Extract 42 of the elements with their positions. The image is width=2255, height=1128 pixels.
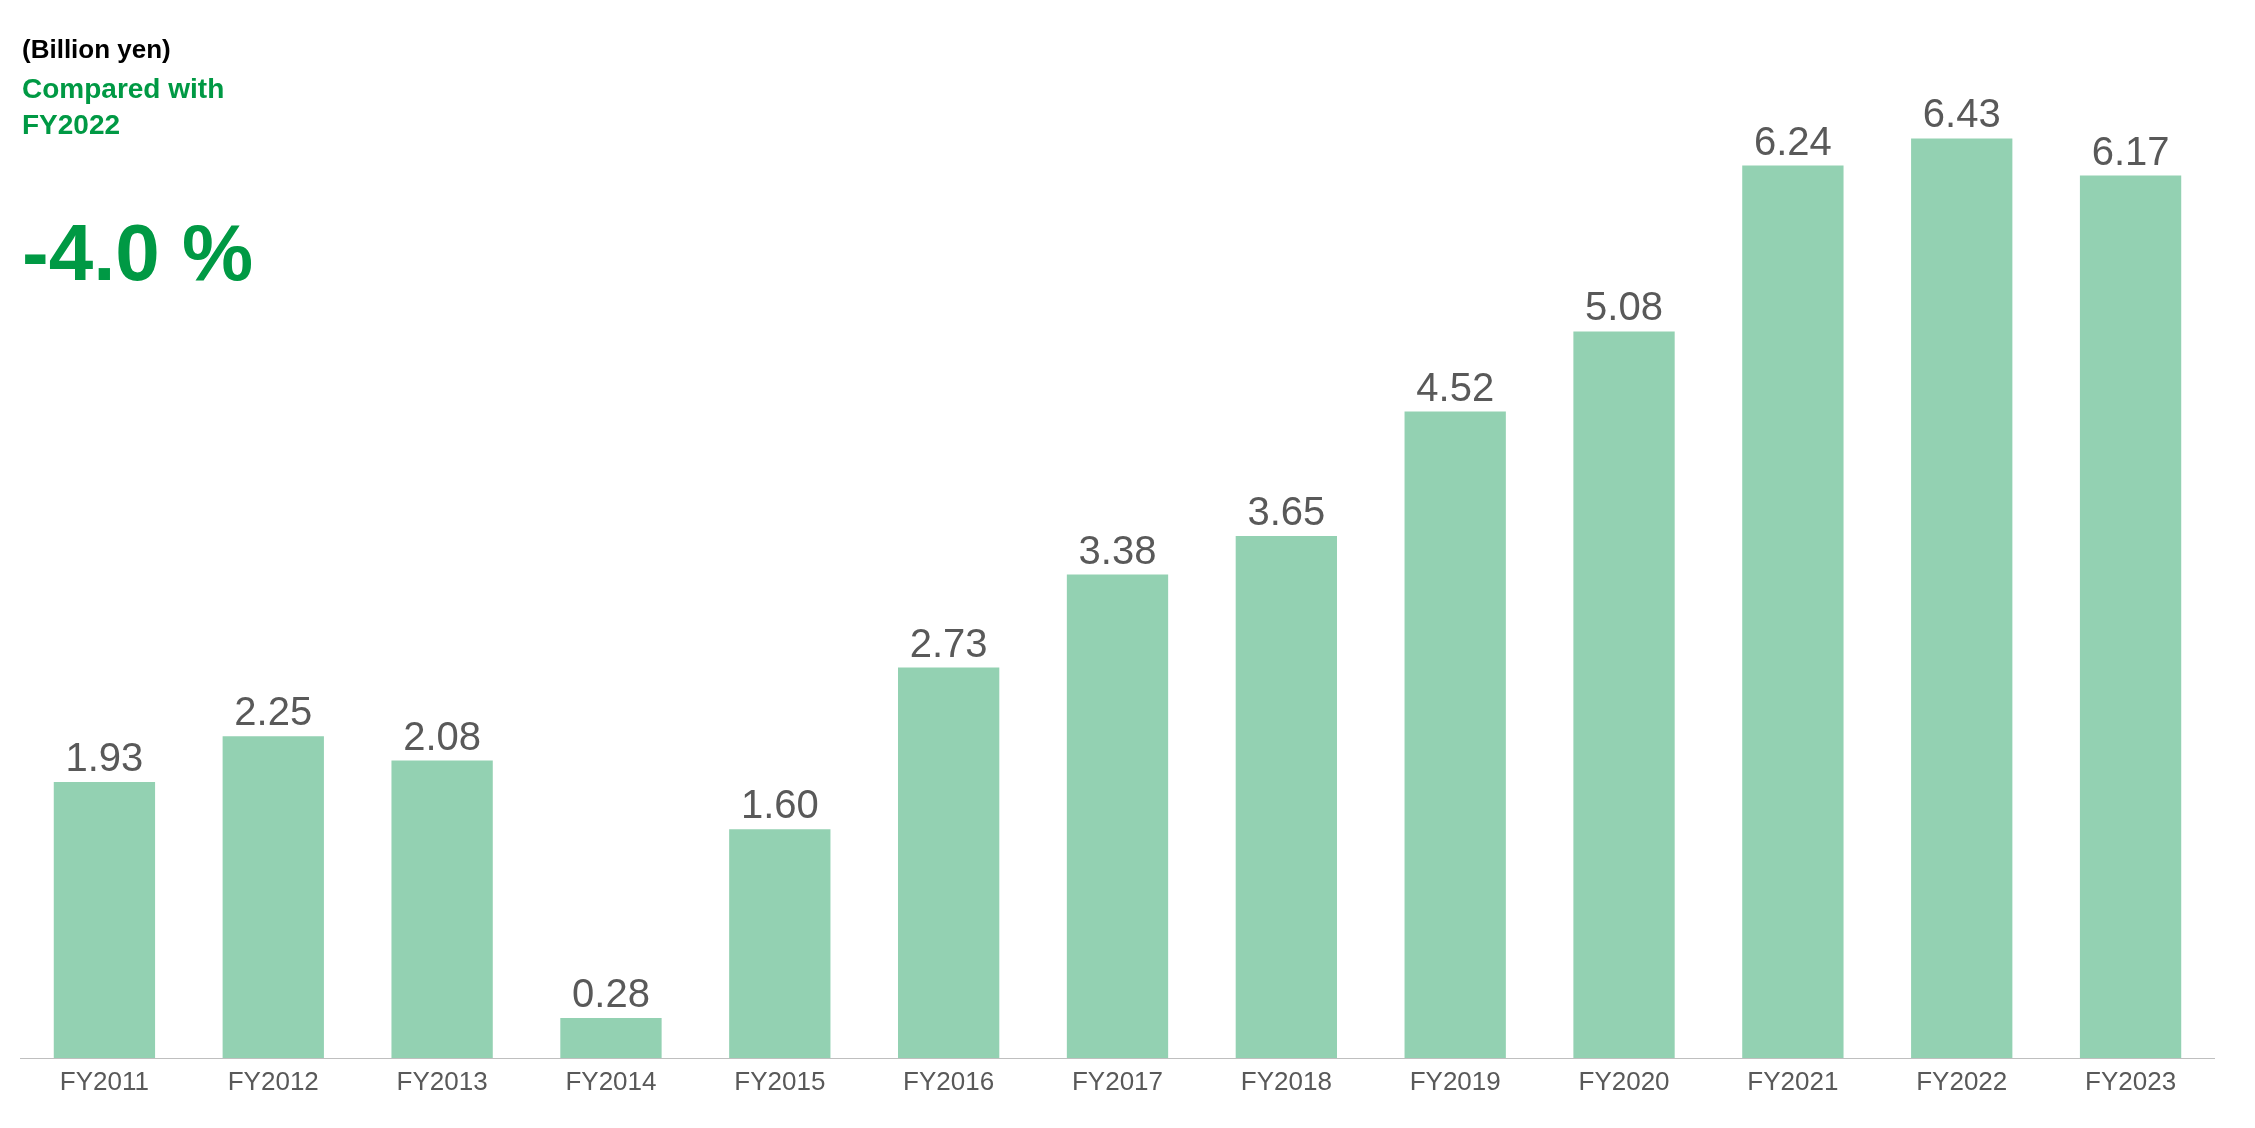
x-tick-label: FY2012 (227, 1066, 319, 1097)
y-axis-title: (Billion yen) (22, 34, 171, 64)
x-tick-label: FY2019 (1409, 1066, 1501, 1097)
bar (391, 760, 493, 1058)
x-tick-label: FY2017 (1071, 1066, 1164, 1097)
data-label: 6.17 (2091, 128, 2170, 173)
annotation: -4.0 % (22, 208, 254, 297)
data-label: 2.25 (234, 689, 313, 734)
bar (729, 829, 831, 1058)
x-tick-label: FY2023 (2085, 1066, 2177, 1097)
data-label: 1.60 (740, 782, 819, 827)
x-tick-label: FY2020 (1578, 1066, 1670, 1097)
bar (1742, 165, 1844, 1058)
data-label: 3.65 (1247, 488, 1326, 533)
x-tick-label: FY2014 (565, 1066, 657, 1097)
data-label: 2.08 (403, 713, 482, 758)
bar (898, 667, 1000, 1058)
x-tick-label: FY2022 (1916, 1066, 2008, 1097)
bar (222, 736, 324, 1058)
bar (53, 781, 156, 1058)
x-tick-label: FY2015 (734, 1066, 826, 1097)
bar (2079, 175, 2182, 1058)
data-label: 2.73 (909, 620, 988, 665)
data-label: 6.24 (1753, 118, 1832, 163)
x-tick-label: FY2018 (1240, 1066, 1332, 1097)
bar (1235, 535, 1337, 1058)
bar (1066, 574, 1169, 1058)
annotation: Compared with FY2022 (22, 73, 225, 141)
x-tick-label: FY2013 (396, 1066, 488, 1097)
bar (560, 1017, 662, 1058)
data-label: 0.28 (572, 970, 650, 1015)
bar (1573, 331, 1675, 1058)
data-label: 6.43 (1922, 91, 2001, 136)
x-tick-label: FY2016 (903, 1066, 995, 1097)
data-label: 1.93 (65, 734, 144, 779)
data-label: 4.52 (1416, 364, 1495, 409)
bar (1404, 411, 1506, 1058)
x-tick-label: FY2021 (1747, 1066, 1839, 1097)
data-label: 5.08 (1585, 284, 1663, 329)
x-tick-label: FY2011 (59, 1066, 149, 1097)
bar (1911, 138, 2013, 1058)
data-label: 3.38 (1078, 527, 1157, 572)
